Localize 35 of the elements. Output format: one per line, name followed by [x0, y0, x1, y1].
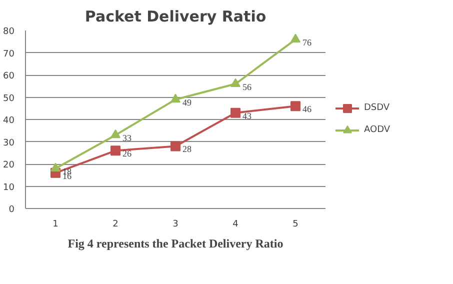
data-label: 56 [242, 82, 252, 92]
data-label: 46 [302, 104, 312, 114]
point [290, 34, 300, 42]
y-tick-label: 30 [3, 138, 15, 148]
x-tick-label: 3 [172, 220, 178, 230]
data-label: 49 [182, 97, 192, 108]
data-label: 26 [122, 148, 132, 159]
point [230, 78, 240, 87]
point [170, 94, 180, 103]
x-tick-label: 5 [292, 220, 298, 230]
x-tick-label: 1 [52, 220, 58, 230]
point [230, 108, 240, 118]
data-label: 76 [302, 37, 312, 48]
y-tick-label: 70 [3, 49, 15, 60]
point [50, 162, 60, 172]
y-tick-label: 0 [8, 205, 15, 215]
point [290, 101, 300, 112]
y-tick-label: 10 [3, 182, 15, 193]
chart-title: Packet Delivery Ratio [84, 8, 266, 26]
point [110, 129, 120, 138]
y-tick-label: 80 [3, 27, 15, 37]
data-label: 33 [122, 133, 132, 144]
x-tick-label: 4 [232, 220, 239, 230]
caption: Fig 4 represents the Packet Delivery Ratio [68, 236, 284, 250]
y-tick-label: 40 [3, 116, 15, 126]
data-label: 43 [242, 110, 252, 121]
data-label: 28 [182, 144, 192, 154]
y-tick-label: 20 [3, 160, 15, 170]
x-tick-label: 2 [112, 220, 118, 230]
legend-label: DSDV [364, 103, 390, 113]
y-tick-label: 60 [3, 72, 15, 82]
point [110, 146, 120, 156]
point [170, 141, 180, 152]
y-tick-label: 50 [3, 94, 15, 104]
legend-label: AODV [364, 125, 390, 135]
